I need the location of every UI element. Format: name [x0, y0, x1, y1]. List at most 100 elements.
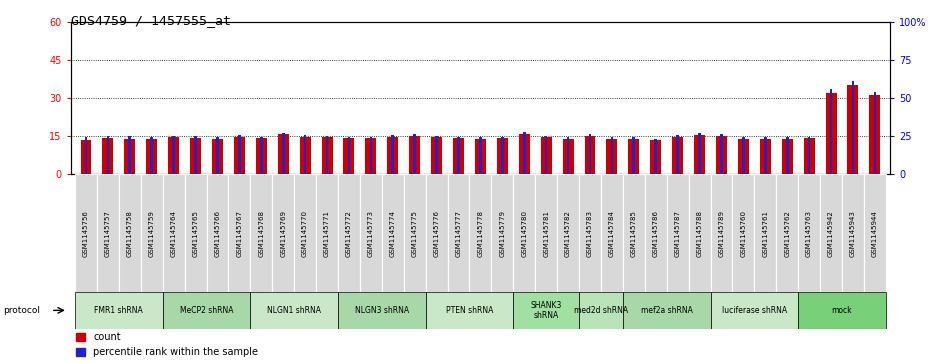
Bar: [338, 174, 360, 292]
Bar: [786, 137, 788, 174]
Bar: [607, 139, 617, 174]
Bar: [304, 135, 306, 174]
Text: GSM1145780: GSM1145780: [521, 210, 528, 257]
Bar: [321, 137, 333, 174]
Text: GSM1145775: GSM1145775: [412, 210, 417, 257]
Bar: [300, 136, 311, 174]
Bar: [557, 174, 579, 292]
Bar: [694, 135, 705, 174]
Text: GSM1145760: GSM1145760: [740, 210, 746, 257]
Bar: [623, 292, 710, 329]
Bar: [738, 139, 749, 174]
Text: med2d shRNA: med2d shRNA: [574, 306, 628, 315]
Bar: [103, 138, 113, 174]
Bar: [804, 138, 815, 174]
Bar: [667, 174, 689, 292]
Bar: [544, 136, 547, 174]
Bar: [106, 136, 109, 174]
Bar: [496, 138, 508, 174]
Bar: [238, 135, 241, 174]
Text: GSM1145781: GSM1145781: [544, 210, 549, 257]
Bar: [755, 174, 776, 292]
Bar: [830, 89, 833, 174]
Bar: [172, 136, 175, 174]
Text: GSM1145769: GSM1145769: [280, 210, 286, 257]
Bar: [392, 135, 394, 174]
Bar: [523, 132, 526, 174]
Bar: [469, 174, 492, 292]
Bar: [716, 136, 727, 174]
Bar: [519, 134, 529, 174]
Bar: [808, 136, 810, 174]
Bar: [447, 174, 469, 292]
Bar: [326, 136, 329, 174]
Bar: [710, 292, 798, 329]
Bar: [435, 136, 438, 174]
Text: GSM1145772: GSM1145772: [346, 210, 352, 257]
Text: FMR1 shRNA: FMR1 shRNA: [94, 306, 143, 315]
Bar: [541, 137, 552, 174]
Bar: [453, 138, 464, 174]
Bar: [513, 174, 535, 292]
Text: GSM1145778: GSM1145778: [478, 210, 483, 257]
Bar: [623, 174, 644, 292]
Bar: [338, 292, 426, 329]
Bar: [216, 137, 219, 174]
Bar: [163, 174, 185, 292]
Bar: [589, 134, 592, 174]
Bar: [869, 95, 881, 174]
Text: GSM1145783: GSM1145783: [587, 210, 593, 257]
Text: GSM1145761: GSM1145761: [762, 210, 769, 257]
Bar: [579, 174, 601, 292]
Bar: [256, 138, 267, 174]
Bar: [852, 82, 854, 174]
Bar: [185, 174, 206, 292]
Bar: [140, 174, 163, 292]
Bar: [492, 174, 513, 292]
Text: GSM1145756: GSM1145756: [83, 210, 89, 257]
Bar: [272, 174, 294, 292]
Bar: [628, 139, 640, 174]
Bar: [644, 174, 667, 292]
Bar: [584, 136, 595, 174]
Text: GSM1145789: GSM1145789: [719, 210, 724, 257]
Text: GSM1145763: GSM1145763: [806, 210, 812, 257]
Bar: [673, 136, 683, 174]
Bar: [228, 174, 251, 292]
Bar: [80, 140, 91, 174]
Text: GSM1145784: GSM1145784: [609, 210, 615, 257]
Text: GSM1145944: GSM1145944: [872, 210, 878, 257]
Bar: [194, 136, 197, 174]
Bar: [431, 137, 442, 174]
Bar: [151, 136, 153, 174]
Bar: [128, 136, 131, 174]
Bar: [190, 138, 201, 174]
Text: GSM1145767: GSM1145767: [236, 210, 242, 257]
Bar: [414, 134, 416, 174]
Bar: [873, 92, 876, 174]
Text: GSM1145787: GSM1145787: [674, 210, 681, 257]
Text: mock: mock: [832, 306, 853, 315]
Bar: [163, 292, 251, 329]
Bar: [798, 174, 820, 292]
Text: luciferase shRNA: luciferase shRNA: [722, 306, 787, 315]
Bar: [579, 292, 623, 329]
Text: GSM1145779: GSM1145779: [499, 210, 505, 257]
Text: GSM1145786: GSM1145786: [653, 210, 658, 257]
Bar: [562, 139, 574, 174]
Bar: [365, 138, 377, 174]
Bar: [360, 174, 382, 292]
Bar: [317, 174, 338, 292]
Bar: [75, 174, 97, 292]
Bar: [85, 137, 88, 174]
Bar: [764, 137, 767, 174]
Text: GSM1145785: GSM1145785: [631, 210, 637, 257]
Bar: [720, 134, 723, 174]
Text: GSM1145757: GSM1145757: [105, 210, 111, 257]
Bar: [742, 137, 745, 174]
Text: GSM1145770: GSM1145770: [302, 210, 308, 257]
Bar: [169, 137, 179, 174]
Text: GSM1145765: GSM1145765: [192, 210, 199, 257]
Text: GSM1145774: GSM1145774: [390, 210, 396, 257]
Bar: [124, 139, 136, 174]
